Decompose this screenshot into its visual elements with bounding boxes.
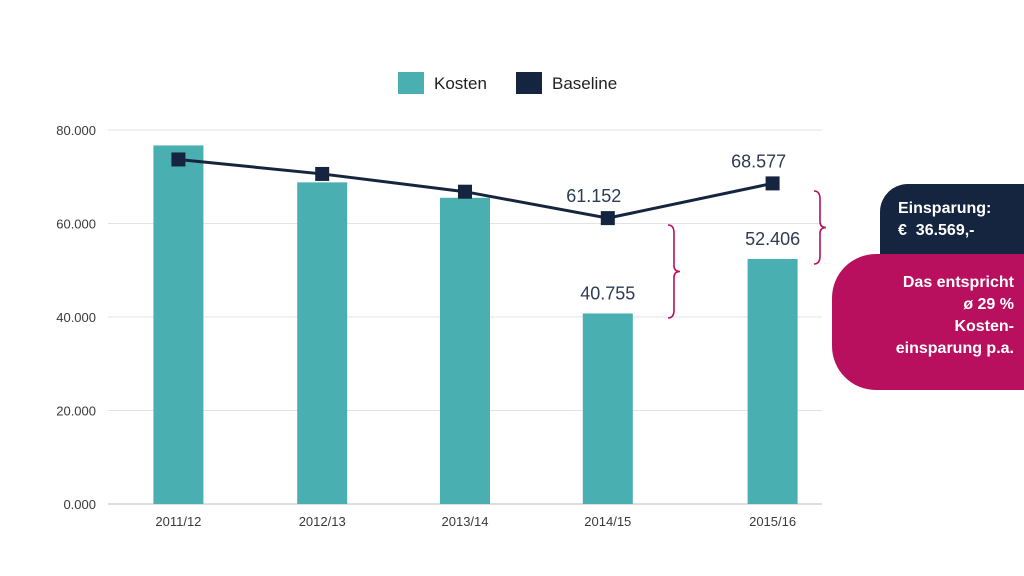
legend-swatch xyxy=(398,72,424,94)
baseline-marker xyxy=(171,152,186,167)
y-tick-label: 20.000 xyxy=(56,404,96,419)
legend-label: Baseline xyxy=(552,74,617,93)
bar-kosten xyxy=(747,259,798,504)
y-tick-label: 0.000 xyxy=(63,497,96,512)
y-tick-label: 40.000 xyxy=(56,310,96,325)
brace-2014-15 xyxy=(667,224,681,319)
percentage-callout-line-1: Das entspricht xyxy=(902,274,1014,291)
baseline-marker xyxy=(765,176,780,191)
data-label-kosten: 52.406 xyxy=(745,229,800,249)
legend-label: Kosten xyxy=(434,74,487,93)
percentage-callout-line-3: Kosten- xyxy=(954,318,1014,335)
data-label-baseline: 68.577 xyxy=(731,151,786,171)
percentage-callout-line-4: einsparung p.a. xyxy=(895,340,1014,357)
brace-2015-16 xyxy=(813,190,827,265)
savings-callout: Einsparung: € 36.569,- xyxy=(880,184,1024,254)
percentage-callout: Das entspricht ø 29 % Kosten- einsparung… xyxy=(832,254,1024,390)
bar-kosten xyxy=(297,182,348,505)
baseline-marker xyxy=(600,211,615,226)
y-tick-label: 80.000 xyxy=(56,123,96,138)
savings-callout-amount: € 36.569,- xyxy=(898,222,975,239)
bar-kosten xyxy=(440,197,490,504)
x-tick-label: 2011/12 xyxy=(155,514,201,529)
x-tick-label: 2013/14 xyxy=(442,514,489,529)
x-tick-label: 2012/13 xyxy=(299,514,346,529)
savings-callout-title: Einsparung: xyxy=(898,200,992,217)
legend-swatch xyxy=(516,72,542,94)
x-tick-label: 2015/16 xyxy=(749,514,796,529)
baseline-marker xyxy=(458,184,472,199)
y-tick-label: 60.000 xyxy=(56,217,96,232)
data-label-kosten: 40.755 xyxy=(580,283,635,303)
bar-kosten xyxy=(153,145,204,505)
bar-kosten xyxy=(582,313,633,504)
x-tick-label: 2014/15 xyxy=(584,514,631,529)
percentage-callout-line-2: ø 29 % xyxy=(963,296,1014,313)
baseline-marker xyxy=(315,166,330,181)
data-label-baseline: 61.152 xyxy=(566,186,621,206)
